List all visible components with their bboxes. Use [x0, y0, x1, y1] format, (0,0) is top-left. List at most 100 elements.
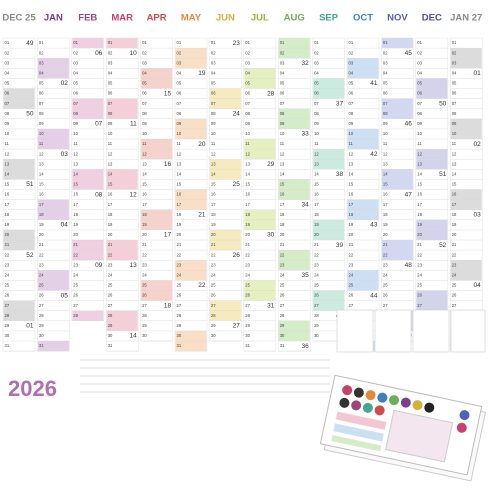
day-label: 27	[314, 303, 319, 308]
day-label: 25	[383, 283, 388, 288]
weekend-shade	[3, 88, 35, 99]
day-label: 01	[177, 40, 182, 45]
day-label: 30	[211, 333, 216, 338]
day-label: 30	[5, 333, 10, 338]
day-label: 30	[245, 333, 250, 338]
day-label: 15	[349, 182, 354, 187]
day-label: 27	[39, 303, 44, 308]
day-label: 04	[108, 70, 113, 75]
day-label: 01	[383, 40, 388, 45]
day-label: 07	[73, 101, 78, 106]
day-label: 15	[211, 182, 216, 187]
day-label: 13	[452, 161, 457, 166]
weekend-shade	[278, 38, 310, 49]
week-number: 50	[439, 100, 447, 107]
day-label: 18	[39, 212, 44, 217]
week-number: 51	[26, 181, 34, 188]
weekend-shade	[347, 199, 379, 210]
month-header: MAY	[181, 13, 202, 24]
day-label: 03	[314, 60, 319, 65]
day-label: 13	[280, 161, 285, 166]
week-number: 42	[370, 151, 378, 158]
day-label: 05	[39, 81, 44, 86]
week-number: 03	[473, 211, 481, 218]
month-header: NOV	[387, 13, 408, 24]
day-label: 22	[314, 252, 319, 257]
day-label: 08	[5, 111, 10, 116]
weekend-shade	[3, 169, 35, 180]
day-label: 15	[5, 182, 10, 187]
day-label: 17	[280, 202, 285, 207]
month-column	[105, 37, 139, 352]
day-label: 22	[349, 252, 354, 257]
day-label: 04	[280, 70, 285, 75]
day-label: 02	[108, 50, 113, 55]
day-label: 14	[142, 171, 147, 176]
day-label: 12	[349, 151, 354, 156]
weekend-shade	[141, 78, 173, 89]
weekend-shade	[347, 68, 379, 79]
day-label: 20	[245, 232, 250, 237]
weekend-shade	[313, 159, 345, 170]
day-label: 11	[349, 141, 354, 146]
weekend-shade	[3, 240, 35, 251]
day-label: 13	[417, 161, 422, 166]
day-label: 25	[142, 283, 147, 288]
day-label: 17	[211, 202, 216, 207]
weekend-shade	[416, 149, 448, 160]
day-label: 06	[73, 91, 78, 96]
week-number: 11	[130, 121, 137, 128]
week-number: 46	[405, 121, 413, 128]
day-label: 27	[211, 303, 216, 308]
day-label: 21	[280, 242, 285, 247]
week-number: 32	[301, 60, 309, 67]
weekend-shade	[278, 330, 310, 341]
day-label: 22	[452, 252, 457, 257]
day-label: 30	[108, 333, 113, 338]
day-label: 14	[349, 171, 354, 176]
weekend-shade	[278, 250, 310, 261]
day-label: 17	[108, 202, 113, 207]
week-number: 49	[26, 40, 34, 47]
day-label: 08	[245, 111, 250, 116]
week-number: 08	[95, 191, 103, 198]
day-label: 20	[452, 232, 457, 237]
day-label: 25	[349, 283, 354, 288]
day-label: 09	[39, 121, 44, 126]
day-label: 11	[417, 141, 422, 146]
day-label: 05	[349, 81, 354, 86]
weekend-shade	[381, 169, 413, 180]
weekend-shade	[313, 300, 345, 311]
day-label: 24	[142, 272, 147, 277]
day-label: 30	[39, 333, 44, 338]
day-label: 23	[73, 262, 78, 267]
weekend-shade	[209, 169, 241, 180]
weekend-shade	[37, 128, 69, 139]
day-label: 17	[245, 202, 250, 207]
day-label: 28	[5, 313, 10, 318]
day-label: 24	[280, 272, 285, 277]
day-label: 12	[280, 151, 285, 156]
day-label: 23	[211, 262, 216, 267]
weekend-shade	[106, 169, 138, 180]
weekend-shade	[347, 280, 379, 291]
weekend-shade	[175, 341, 207, 352]
day-label: 16	[142, 192, 147, 197]
week-number: 35	[301, 272, 309, 279]
day-label: 26	[245, 293, 250, 298]
day-label: 20	[177, 232, 182, 237]
day-label: 16	[39, 192, 44, 197]
day-label: 11	[383, 141, 388, 146]
day-label: 07	[142, 101, 147, 106]
day-label: 04	[349, 70, 354, 75]
year-label: 2026	[8, 376, 57, 401]
day-label: 18	[177, 212, 182, 217]
week-number: 38	[336, 171, 344, 178]
day-label: 08	[452, 111, 457, 116]
day-label: 19	[211, 222, 216, 227]
day-label: 03	[280, 60, 285, 65]
day-label: 09	[5, 121, 10, 126]
day-label: 28	[39, 313, 44, 318]
month-header: JAN 27	[450, 13, 482, 24]
